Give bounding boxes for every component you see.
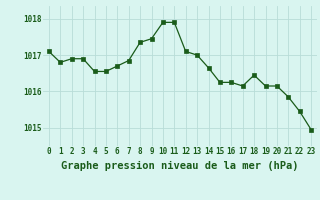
X-axis label: Graphe pression niveau de la mer (hPa): Graphe pression niveau de la mer (hPa) <box>61 161 299 171</box>
